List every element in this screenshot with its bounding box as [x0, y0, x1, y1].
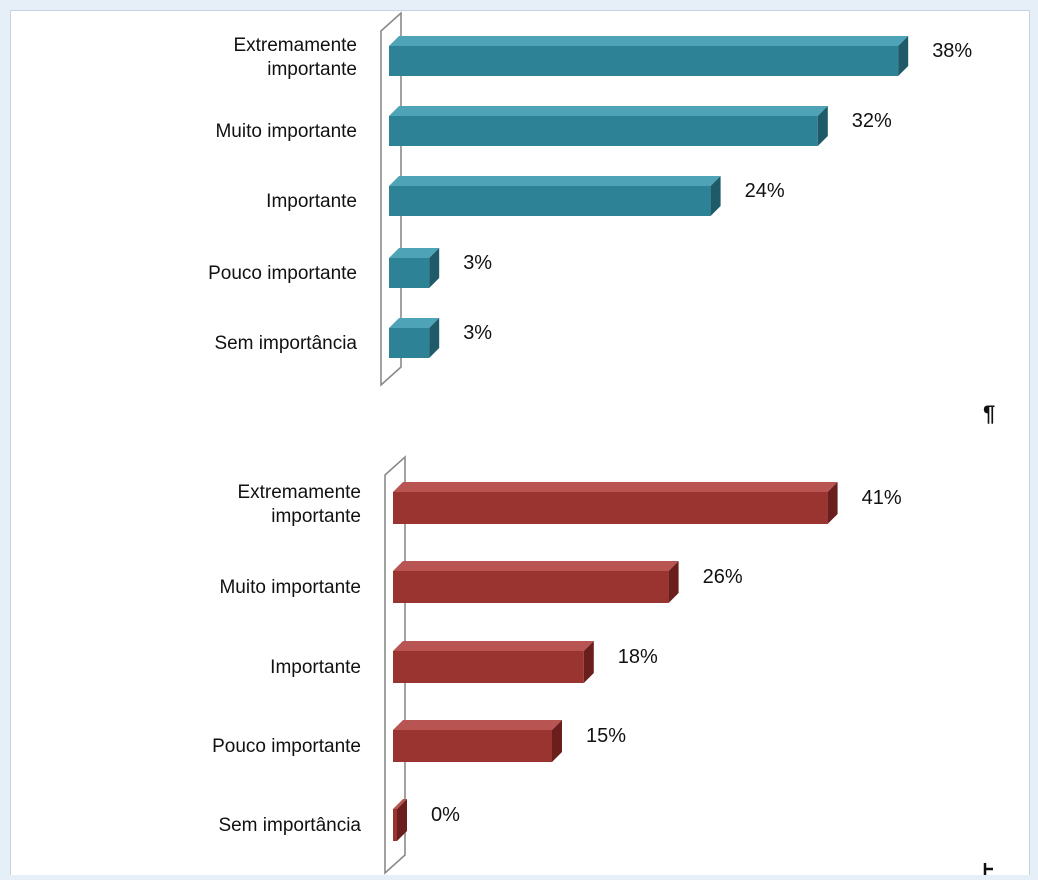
category-label: importante	[271, 506, 361, 527]
data-label: 0%	[431, 804, 460, 826]
data-label: 26%	[703, 566, 743, 588]
bar-top-face	[389, 36, 909, 46]
bar-top-face	[389, 318, 440, 328]
data-label: 38%	[932, 40, 972, 62]
category-label: Muito importante	[215, 121, 357, 142]
paragraph-mark: ¶	[983, 401, 995, 426]
bar	[389, 186, 711, 216]
data-label: 3%	[463, 322, 492, 344]
category-label: Pouco importante	[212, 736, 361, 757]
bar-top-face	[389, 106, 828, 116]
data-label: 18%	[618, 646, 658, 668]
data-label: 32%	[852, 110, 892, 132]
bar	[393, 809, 397, 841]
category-label: importante	[267, 59, 357, 80]
bar-side-face	[429, 248, 440, 288]
bar-top-face	[393, 561, 679, 571]
bar-top-face	[389, 176, 721, 186]
bar-side-face	[583, 641, 594, 683]
bar-side-face	[817, 106, 828, 146]
category-label: Muito importante	[219, 577, 361, 598]
data-label: 41%	[862, 487, 902, 509]
bar-top-face	[389, 248, 440, 258]
importance-chart-1: 38% Extremamente importante 32% Muito import…	[208, 11, 972, 387]
charts-canvas: 38% Extremamente importante 32% Muito import…	[208, 11, 995, 875]
bar-side-face	[552, 720, 562, 762]
category-label: Sem importância	[214, 333, 357, 354]
document-page: 38% Extremamente importante 32% Muito import…	[10, 10, 1030, 875]
bar	[393, 730, 552, 762]
data-label: 15%	[586, 725, 626, 747]
bar-top-face	[393, 641, 594, 651]
bar	[389, 46, 899, 76]
bar-side-face	[898, 36, 909, 76]
bar	[389, 328, 430, 358]
bar-top-face	[393, 482, 838, 492]
bar-side-face	[827, 482, 838, 524]
category-label: Sem importância	[218, 815, 361, 836]
category-label: Extremamente	[237, 482, 361, 503]
bar	[393, 492, 828, 524]
bar-top-face	[393, 720, 562, 730]
bar	[389, 116, 818, 146]
category-label: Importante	[270, 657, 361, 678]
bar-side-face	[710, 176, 721, 216]
bar-side-face	[429, 318, 440, 358]
category-label: Extremamente	[233, 35, 357, 56]
data-label: 3%	[463, 252, 492, 274]
bar	[393, 651, 584, 683]
bar-top-face	[393, 799, 407, 809]
cell-end-mark	[983, 863, 993, 875]
bar	[389, 258, 430, 288]
importance-chart-2: 41% Extremamente importante 26% Muito import…	[212, 455, 902, 875]
bar-side-face	[668, 561, 679, 603]
category-label: Pouco importante	[208, 263, 357, 284]
bar	[393, 571, 669, 603]
data-label: 24%	[745, 180, 785, 202]
category-label: Importante	[266, 191, 357, 212]
bar-side-face	[397, 799, 407, 841]
